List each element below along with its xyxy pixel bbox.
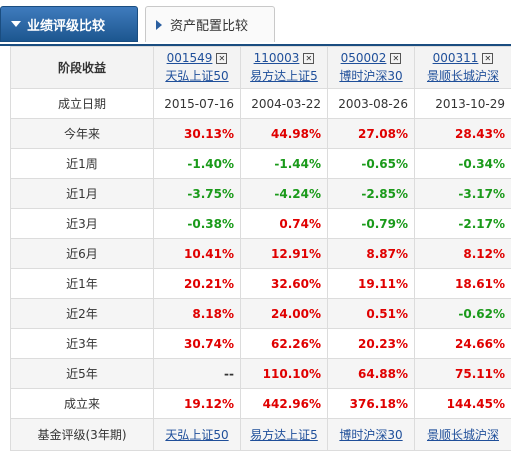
fund-column-header: 050002 ✕ 博时沪深30 [327, 46, 415, 89]
return-value: 19.12% [153, 388, 241, 419]
fund-comparison-table: 阶段收益 001549 ✕ 天弘上证50 110003 ✕ 易方达上证5 05000… [10, 46, 511, 451]
return-value: -4.24% [240, 178, 328, 209]
row-label: 近1月 [10, 178, 154, 209]
return-row: 近1周 -1.40% -1.44% -0.65% -0.34% [10, 148, 511, 179]
row-label: 今年来 [10, 118, 154, 149]
return-value: 27.08% [327, 118, 415, 149]
return-value: -1.44% [240, 148, 328, 179]
return-value: 10.41% [153, 238, 241, 269]
return-value: 0.51% [327, 298, 415, 329]
return-value: 44.98% [240, 118, 328, 149]
return-row: 近3月 -0.38% 0.74% -0.79% -2.17% [10, 208, 511, 239]
caret-right-icon [156, 19, 162, 30]
return-value: 24.00% [240, 298, 328, 329]
return-value: -3.17% [414, 178, 511, 209]
tab-performance-rating[interactable]: 业绩评级比较 [0, 6, 138, 42]
return-value: -0.62% [414, 298, 511, 329]
return-value: -1.40% [153, 148, 241, 179]
return-value: 8.12% [414, 238, 511, 269]
return-value: 110.10% [240, 358, 328, 389]
return-value: 28.43% [414, 118, 511, 149]
fund-rating-link[interactable]: 博时沪深30 [339, 428, 403, 442]
return-value: 75.11% [414, 358, 511, 389]
return-value: 376.18% [327, 388, 415, 419]
fund-column-header: 110003 ✕ 易方达上证5 [240, 46, 328, 89]
return-value: -- [153, 358, 241, 389]
fund-rating-row: 基金评级(3年期) 天弘上证50 易方达上证5 博时沪深30 景顺长城沪深 [10, 418, 511, 451]
return-row: 成立来 19.12% 442.96% 376.18% 144.45% [10, 388, 511, 419]
return-value: 24.66% [414, 328, 511, 359]
return-row: 近3年 30.74% 62.26% 20.23% 24.66% [10, 328, 511, 359]
return-value: 442.96% [240, 388, 328, 419]
return-rows: 今年来 30.13% 44.98% 27.08% 28.43% 近1周 -1.40% -1.4… [10, 118, 511, 419]
inception-date-value: 2015-07-16 [153, 88, 241, 119]
return-value: 30.13% [153, 118, 241, 149]
return-value: -0.34% [414, 148, 511, 179]
caret-down-icon [11, 21, 21, 27]
return-value: -2.17% [414, 208, 511, 239]
fund-rating-link[interactable]: 易方达上证5 [250, 428, 318, 442]
return-value: 0.74% [240, 208, 328, 239]
inception-date-row: 成立日期 2015-07-16 2004-03-22 2003-08-26 20… [10, 88, 511, 119]
row-label: 近3月 [10, 208, 154, 239]
row-label: 近6月 [10, 238, 154, 269]
return-value: 30.74% [153, 328, 241, 359]
tab-label: 业绩评级比较 [27, 18, 106, 34]
fund-code-link[interactable]: 001549 [166, 51, 213, 65]
row-label: 近1年 [10, 268, 154, 299]
return-row: 近1月 -3.75% -4.24% -2.85% -3.17% [10, 178, 511, 209]
row-label: 成立日期 [10, 88, 154, 119]
return-row: 近5年 -- 110.10% 64.88% 75.11% [10, 358, 511, 389]
return-value: -0.79% [327, 208, 415, 239]
return-value: 20.21% [153, 268, 241, 299]
row-label: 近1周 [10, 148, 154, 179]
row-label: 近3年 [10, 328, 154, 359]
return-value: -0.38% [153, 208, 241, 239]
fund-rating-link[interactable]: 景顺长城沪深 [426, 428, 499, 442]
return-value: 19.11% [327, 268, 415, 299]
return-row: 近6月 10.41% 12.91% 8.87% 8.12% [10, 238, 511, 269]
row-label: 近2年 [10, 298, 154, 329]
fund-rating-link[interactable]: 天弘上证50 [165, 428, 229, 442]
return-value: 64.88% [327, 358, 415, 389]
fund-name-link[interactable]: 博时沪深30 [339, 69, 403, 83]
tab-label: 资产配置比较 [170, 19, 249, 34]
return-value: 8.18% [153, 298, 241, 329]
stage-return-header: 阶段收益 [10, 46, 154, 89]
inception-date-value: 2013-10-29 [414, 88, 511, 119]
fund-code-link[interactable]: 000311 [432, 51, 479, 65]
fund-name-link[interactable]: 天弘上证50 [165, 69, 229, 83]
tab-asset-allocation[interactable]: 资产配置比较 [145, 6, 275, 42]
return-value: 62.26% [240, 328, 328, 359]
tab-bar: 业绩评级比较 资产配置比较 [0, 0, 511, 46]
return-value: -3.75% [153, 178, 241, 209]
return-row: 近1年 20.21% 32.60% 19.11% 18.61% [10, 268, 511, 299]
return-value: -2.85% [327, 178, 415, 209]
fund-code-link[interactable]: 050002 [340, 51, 387, 65]
close-icon[interactable]: ✕ [216, 53, 228, 64]
fund-column-header: 000311 ✕ 景顺长城沪深 [414, 46, 511, 89]
row-label: 基金评级(3年期) [10, 418, 154, 451]
return-value: 32.60% [240, 268, 328, 299]
close-icon[interactable]: ✕ [390, 53, 402, 64]
close-icon[interactable]: ✕ [482, 53, 494, 64]
fund-code-link[interactable]: 110003 [253, 51, 300, 65]
return-value: 20.23% [327, 328, 415, 359]
return-value: 144.45% [414, 388, 511, 419]
return-value: -0.65% [327, 148, 415, 179]
return-value: 18.61% [414, 268, 511, 299]
fund-column-header: 001549 ✕ 天弘上证50 [153, 46, 241, 89]
inception-date-value: 2003-08-26 [327, 88, 415, 119]
inception-date-value: 2004-03-22 [240, 88, 328, 119]
fund-name-link[interactable]: 易方达上证5 [250, 69, 318, 83]
table-header-row: 阶段收益 001549 ✕ 天弘上证50 110003 ✕ 易方达上证5 05000… [10, 46, 511, 89]
return-row: 今年来 30.13% 44.98% 27.08% 28.43% [10, 118, 511, 149]
row-label: 近5年 [10, 358, 154, 389]
row-label: 成立来 [10, 388, 154, 419]
return-row: 近2年 8.18% 24.00% 0.51% -0.62% [10, 298, 511, 329]
close-icon[interactable]: ✕ [303, 53, 315, 64]
return-value: 12.91% [240, 238, 328, 269]
fund-name-link[interactable]: 景顺长城沪深 [426, 69, 499, 83]
return-value: 8.87% [327, 238, 415, 269]
